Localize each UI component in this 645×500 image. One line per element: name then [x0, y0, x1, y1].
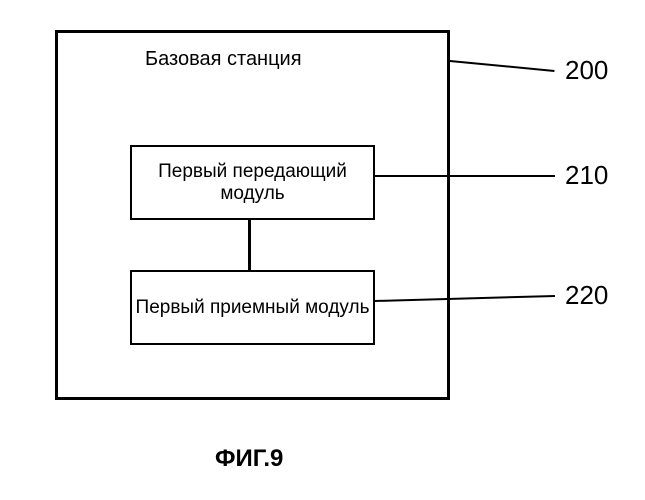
ref-label-200: 200: [565, 55, 608, 86]
ref-label-220: 220: [565, 280, 608, 311]
ref-label-210: 210: [565, 160, 608, 191]
module-connector: [248, 220, 251, 270]
figure-caption: ФИГ.9: [215, 445, 283, 473]
transmit-module-label: Первый передающиймодуль: [158, 161, 347, 205]
transmit-module-box: Первый передающиймодуль: [130, 145, 375, 220]
receive-module-box: Первый приемный модуль: [130, 270, 375, 345]
leader-line-200: [450, 60, 555, 72]
leader-line-210: [375, 175, 555, 177]
diagram-title: Базовая станция: [145, 48, 302, 71]
receive-module-label: Первый приемный модуль: [136, 297, 370, 319]
